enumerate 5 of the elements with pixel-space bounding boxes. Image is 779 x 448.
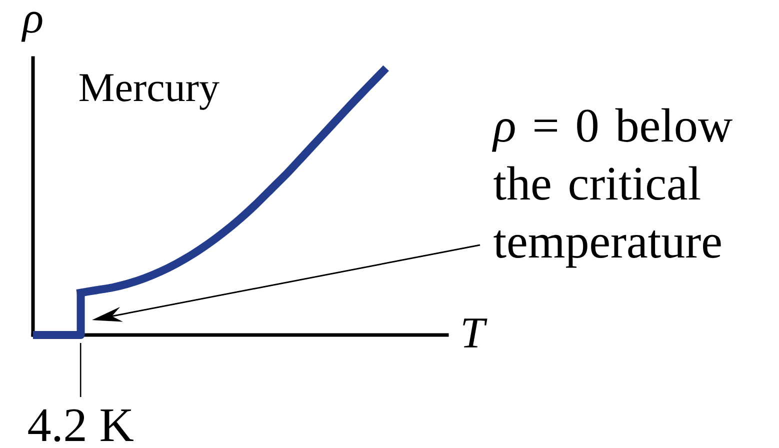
text: 4.2 K (28, 409, 134, 442)
y-axis-title: ρ (21, 12, 42, 42)
x-axis-title: T (463, 318, 488, 348)
chart-title: Mercury (80, 74, 220, 110)
text: ρ = 0 below the critical temperature (492, 108, 732, 268)
